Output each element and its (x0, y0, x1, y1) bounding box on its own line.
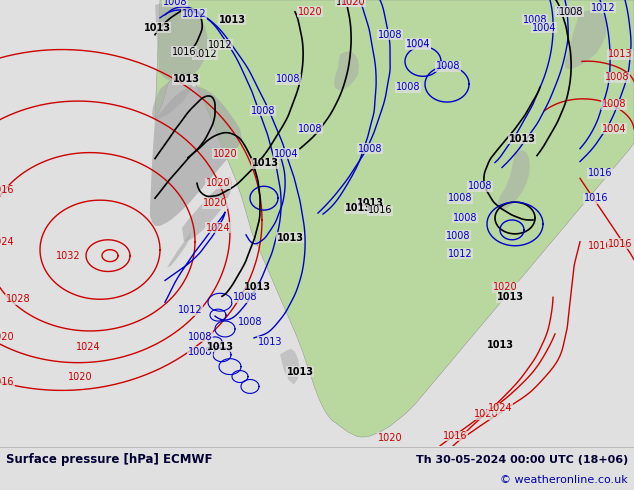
Text: 1013: 1013 (276, 233, 304, 243)
Text: 1012: 1012 (555, 7, 580, 17)
Polygon shape (334, 51, 359, 90)
Text: 1008: 1008 (448, 193, 472, 203)
Text: 1016: 1016 (588, 169, 612, 178)
Text: 1013: 1013 (252, 158, 278, 169)
Text: 1024: 1024 (205, 223, 230, 233)
Text: 1012: 1012 (208, 40, 232, 49)
Text: 1008: 1008 (396, 82, 420, 92)
Text: 1020: 1020 (68, 371, 93, 382)
Text: 1024: 1024 (75, 342, 100, 352)
Text: 1008: 1008 (251, 106, 275, 116)
Text: 1020: 1020 (205, 178, 230, 188)
Text: 1008: 1008 (298, 124, 322, 134)
Text: 1008: 1008 (188, 332, 212, 342)
Text: 1020: 1020 (474, 409, 498, 419)
Text: 1024: 1024 (488, 403, 512, 413)
Text: 1013: 1013 (219, 15, 245, 25)
Text: 1008: 1008 (468, 181, 492, 191)
Text: 1008: 1008 (378, 30, 402, 40)
Text: © weatheronline.co.uk: © weatheronline.co.uk (500, 475, 628, 485)
Text: 1012: 1012 (182, 9, 206, 19)
Text: 1032: 1032 (56, 251, 81, 261)
Text: 1012: 1012 (178, 305, 202, 315)
Text: 1013: 1013 (258, 337, 282, 347)
Polygon shape (150, 86, 242, 226)
Text: 1013: 1013 (508, 134, 536, 144)
Polygon shape (155, 2, 208, 82)
Polygon shape (167, 232, 191, 268)
Text: 1016: 1016 (172, 47, 197, 56)
Text: 1016: 1016 (443, 431, 467, 441)
Text: 1024: 1024 (0, 237, 15, 247)
Text: 1020: 1020 (212, 148, 237, 159)
Text: 1016: 1016 (608, 239, 632, 249)
Text: Surface pressure [hPa] ECMWF: Surface pressure [hPa] ECMWF (6, 453, 212, 466)
Text: Th 30-05-2024 00:00 UTC (18+06): Th 30-05-2024 00:00 UTC (18+06) (416, 455, 628, 465)
Text: 1013: 1013 (344, 203, 372, 213)
Text: 1008: 1008 (233, 292, 257, 302)
Polygon shape (565, 10, 607, 70)
Polygon shape (155, 0, 634, 437)
Text: 1004: 1004 (532, 23, 556, 33)
Text: 1013: 1013 (243, 282, 271, 293)
Text: 1008: 1008 (523, 15, 547, 25)
Text: 1020: 1020 (298, 7, 322, 17)
Text: 1013: 1013 (287, 367, 313, 377)
Text: 1008: 1008 (446, 231, 470, 241)
Polygon shape (280, 349, 300, 385)
Text: 1008: 1008 (605, 73, 630, 82)
Text: 1008: 1008 (276, 74, 301, 84)
Text: 1016: 1016 (0, 185, 14, 195)
Text: 1008: 1008 (163, 0, 187, 7)
Text: 1020: 1020 (378, 433, 403, 443)
Text: 1008: 1008 (238, 317, 262, 327)
Text: 1020: 1020 (493, 282, 517, 293)
Text: 1016: 1016 (584, 193, 608, 203)
Text: 1020: 1020 (203, 198, 228, 208)
Text: 1013: 1013 (608, 49, 632, 59)
Text: 1013: 1013 (356, 198, 384, 208)
Text: 1020: 1020 (340, 0, 365, 7)
Text: 1004: 1004 (406, 39, 430, 49)
Text: 1028: 1028 (6, 294, 30, 304)
Text: 1008: 1008 (602, 99, 626, 109)
Text: 1012: 1012 (193, 49, 217, 59)
Polygon shape (498, 150, 530, 210)
Text: 1020: 1020 (0, 332, 15, 342)
Text: 1004: 1004 (406, 40, 430, 49)
Text: 1008: 1008 (559, 7, 583, 17)
Text: 1013: 1013 (207, 342, 233, 352)
Polygon shape (152, 73, 194, 120)
Text: 1013: 1013 (172, 74, 200, 84)
Text: 1008: 1008 (453, 213, 477, 223)
Polygon shape (182, 176, 232, 242)
Text: 1008: 1008 (436, 61, 460, 72)
Text: 1004: 1004 (274, 148, 298, 159)
Text: 1008: 1008 (358, 144, 382, 154)
Text: 1013: 1013 (486, 340, 514, 350)
Text: 1013: 1013 (143, 23, 171, 33)
Text: 1012: 1012 (448, 248, 472, 259)
Text: 1008: 1008 (188, 347, 212, 357)
Text: 1004: 1004 (602, 124, 626, 134)
Text: 1013: 1013 (336, 0, 360, 7)
Text: 1016: 1016 (0, 377, 14, 388)
Text: 1016: 1016 (368, 205, 392, 215)
Text: 1012: 1012 (591, 3, 616, 13)
Text: 1013: 1013 (496, 292, 524, 302)
Text: 1016: 1016 (588, 241, 612, 251)
